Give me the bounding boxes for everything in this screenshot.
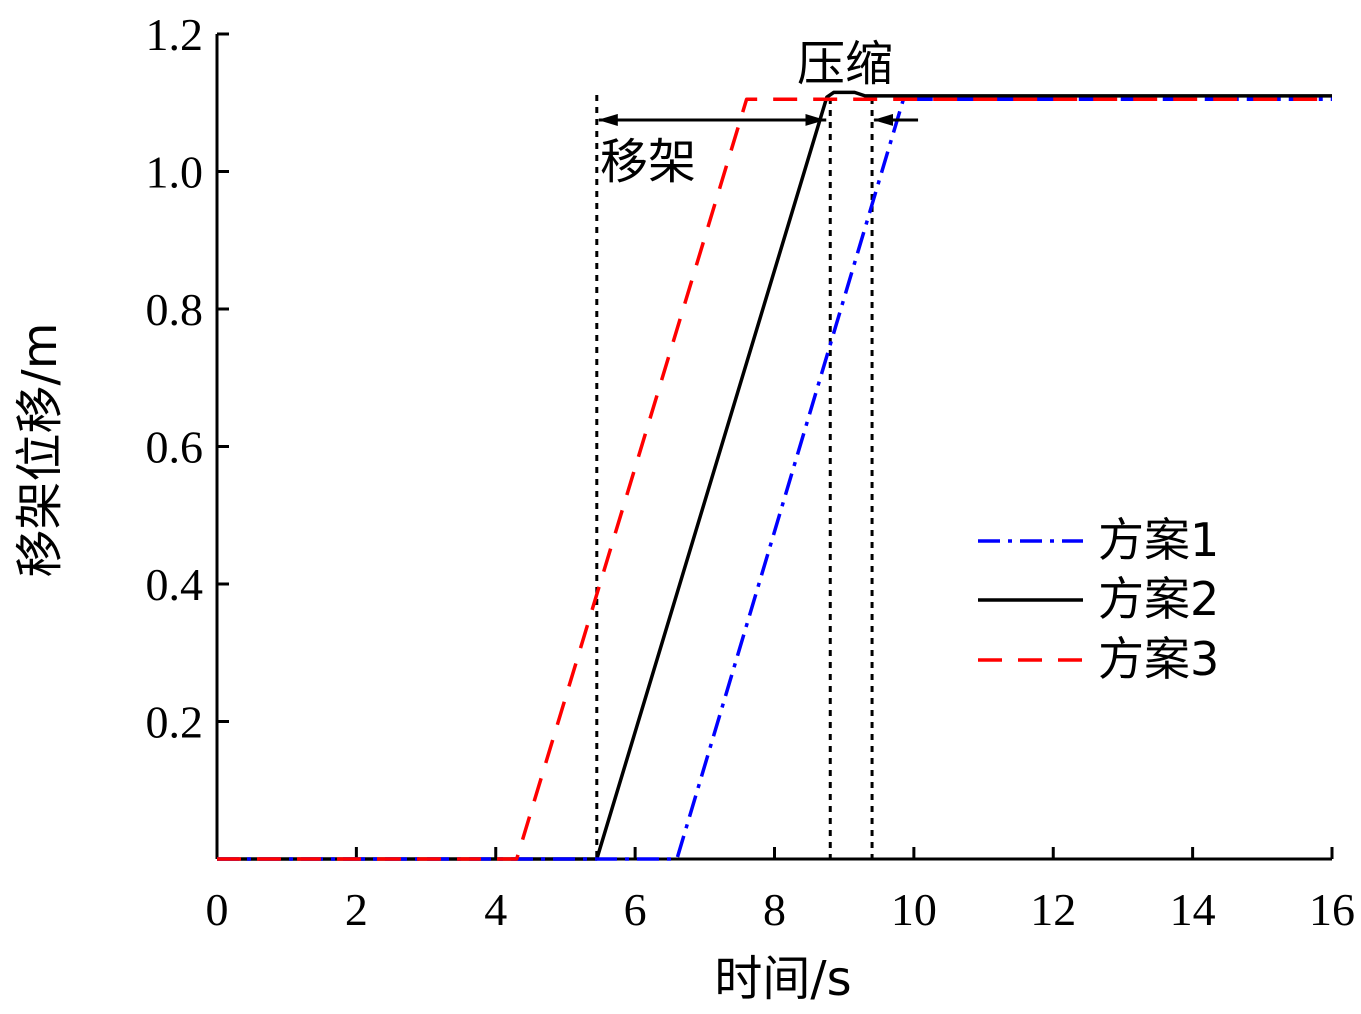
- x-tick-label: 14: [1170, 884, 1216, 935]
- x-tick-label: 10: [891, 884, 937, 935]
- x-axis-title: 时间/s: [714, 951, 851, 1007]
- annotation-move: 移架: [600, 134, 696, 190]
- x-tick-label: 8: [763, 884, 786, 935]
- x-tick-label: 0: [206, 884, 229, 935]
- legend: 方案1 方案2 方案3: [978, 513, 1219, 686]
- x-tick-label: 6: [624, 884, 647, 935]
- legend-label-2: 方案2: [1098, 572, 1219, 626]
- legend-label-3: 方案3: [1098, 632, 1219, 686]
- y-tick-label: 0.2: [146, 697, 204, 748]
- reference-lines: [595, 95, 874, 859]
- series-line-3: [217, 97, 1332, 861]
- series-line-1: [217, 97, 1332, 861]
- legend-label-1: 方案1: [1098, 513, 1219, 567]
- y-axis-title: 移架位移/m: [12, 323, 68, 578]
- data-series: [217, 90, 1332, 861]
- y-tick-label: 0.4: [146, 559, 204, 610]
- y-tick-label: 1.2: [146, 9, 204, 60]
- y-tick-label: 0.8: [146, 284, 204, 335]
- y-tick-label: 0.6: [146, 422, 204, 473]
- x-tick-label: 16: [1309, 884, 1355, 935]
- axis-ticks: 0 2 4 6 8 10 12 14 16 0.2 0.4 0.6 0.8 1.0 1.2: [146, 9, 1356, 935]
- x-tick-label: 2: [345, 884, 368, 935]
- series-line-2: [217, 90, 1332, 861]
- x-tick-label: 4: [484, 884, 507, 935]
- y-tick-label: 1.0: [146, 147, 204, 198]
- x-tick-label: 12: [1030, 884, 1076, 935]
- annotation-compress: 压缩: [797, 36, 893, 92]
